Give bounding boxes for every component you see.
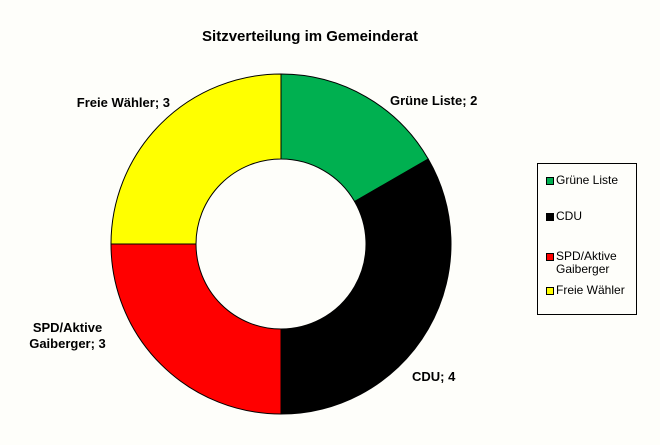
legend-swatch: [546, 177, 554, 185]
data-label: Freie Wähler; 3: [76, 95, 170, 110]
legend: Grüne Liste CDU SPD/Aktive Gaiberger Freie …: [537, 163, 637, 315]
legend-label: Grüne Liste: [556, 173, 619, 187]
data-label: CDU; 4: [412, 369, 456, 384]
data-label: SPD/Aktive Gaiberger; 3: [29, 320, 106, 351]
legend-label: SPD/Aktive Gaiberger: [556, 249, 617, 276]
legend-label: CDU: [556, 209, 582, 223]
donut-segment: [280, 158, 452, 415]
donut-segment: [280, 73, 429, 203]
legend-swatch: [546, 287, 554, 295]
donut-segment: [110, 243, 282, 415]
chart-title: Sitzverteilung im Gemeinderat: [202, 28, 418, 45]
donut-segment: [110, 73, 282, 245]
legend-label: Freie Wähler: [556, 283, 625, 297]
legend-swatch: [546, 213, 554, 221]
data-label: Grüne Liste; 2: [390, 93, 478, 108]
legend-swatch: [546, 253, 554, 261]
